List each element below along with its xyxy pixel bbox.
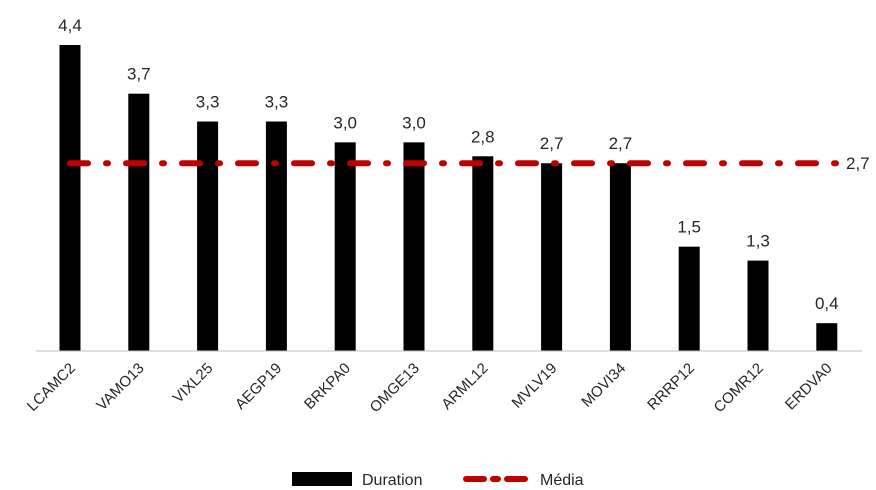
- bar-arml12: [472, 156, 494, 351]
- bar-movi34: [609, 163, 631, 351]
- value-label-vixl25: 3,3: [196, 93, 220, 112]
- category-label-vamo13: VAMO13: [93, 360, 147, 414]
- legend: Duration Média: [292, 472, 584, 489]
- value-label-omge13: 3,0: [402, 113, 426, 132]
- value-label-vamo13: 3,7: [127, 65, 151, 84]
- value-label-brkpa0: 3,0: [333, 113, 357, 132]
- value-label-comr12: 1,3: [746, 232, 770, 251]
- legend-media-label: Média: [540, 472, 584, 489]
- value-label-movi34: 2,7: [609, 134, 633, 153]
- category-label-aegp19: AEGP19: [232, 360, 285, 413]
- value-labels-layer: 4,4 3,7 3,3 3,3 3,0 3,0 2,8 2,7 2,7 1,5 1,3 0,4: [58, 16, 838, 313]
- bar-comr12: [747, 260, 769, 351]
- bar-mvlv19: [541, 163, 563, 351]
- legend-duration-swatch: [292, 472, 352, 486]
- bar-erdva0: [816, 323, 838, 351]
- category-label-arml12: ARML12: [438, 360, 491, 413]
- bar-rrrp12: [678, 246, 700, 351]
- bar-brkpa0: [334, 142, 356, 351]
- value-label-lcamc2: 4,4: [58, 16, 82, 35]
- legend-duration-label: Duration: [362, 472, 422, 489]
- value-label-rrrp12: 1,5: [677, 218, 701, 237]
- value-label-mvlv19: 2,7: [540, 134, 564, 153]
- bar-omge13: [403, 142, 425, 351]
- category-label-omge13: OMGE13: [367, 360, 423, 416]
- category-labels-layer: LCAMC2 VAMO13 VIXL25 AEGP19 BRKPA0 OMGE13 ARML…: [24, 360, 836, 416]
- bar-lcamc2: [59, 45, 81, 351]
- mean-value-label: 2,7: [846, 154, 870, 173]
- bar-vixl25: [197, 121, 219, 351]
- value-label-erdva0: 0,4: [815, 294, 839, 313]
- value-label-aegp19: 3,3: [265, 93, 289, 112]
- bar-aegp19: [265, 121, 287, 351]
- category-label-mvlv19: MVLV19: [509, 360, 561, 412]
- bars-layer: [59, 45, 838, 351]
- category-label-movi34: MOVI34: [578, 360, 629, 411]
- category-label-vixl25: VIXL25: [170, 360, 217, 407]
- category-label-comr12: COMR12: [711, 360, 767, 416]
- category-label-lcamc2: LCAMC2: [24, 360, 79, 415]
- category-label-erdva0: ERDVA0: [782, 360, 836, 414]
- category-label-brkpa0: BRKPA0: [301, 360, 354, 413]
- category-label-rrrp12: RRRP12: [644, 360, 698, 414]
- bar-vamo13: [128, 93, 150, 351]
- value-label-arml12: 2,8: [471, 127, 495, 146]
